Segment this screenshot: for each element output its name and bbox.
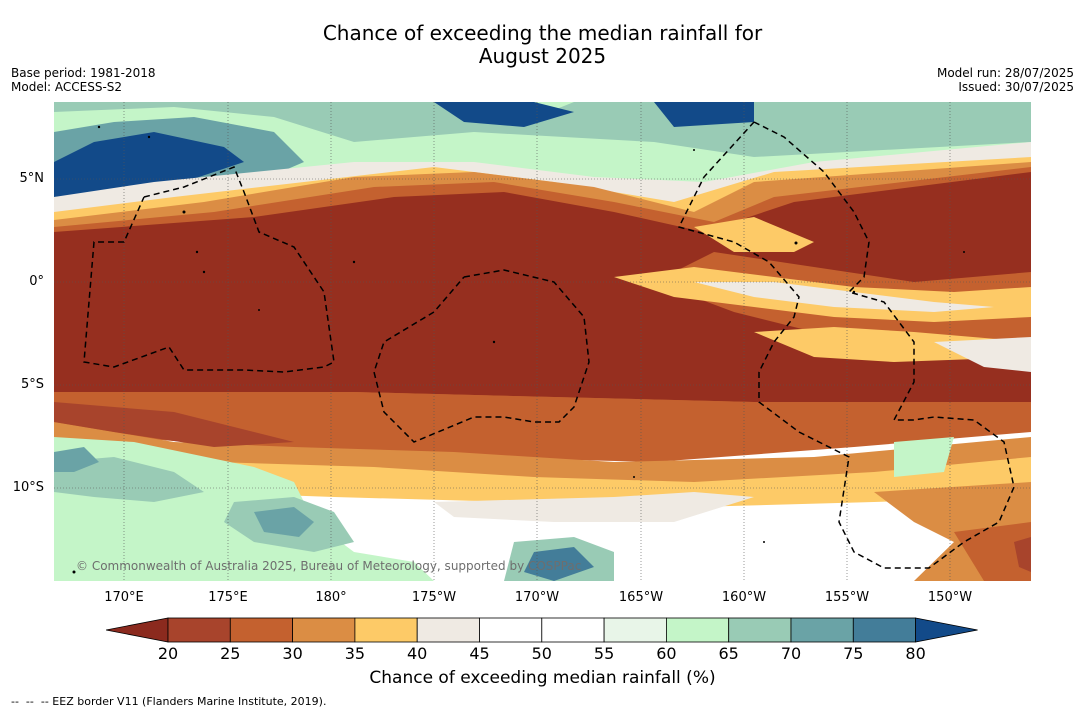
colorbar-tick-label: 40 bbox=[407, 644, 428, 663]
issued-date: Issued: 30/07/2025 bbox=[958, 80, 1074, 94]
east-yellow-patch bbox=[694, 217, 814, 252]
colorbar-segment bbox=[479, 617, 543, 643]
colorbar-segment bbox=[541, 617, 605, 643]
colorbar-tick-label: 45 bbox=[469, 644, 490, 663]
colorbar-segment bbox=[354, 617, 418, 643]
islands bbox=[72, 125, 965, 574]
equator-neutral-streak bbox=[694, 282, 994, 312]
colorbar-tick-label: 65 bbox=[718, 644, 739, 663]
north-blue-patch bbox=[434, 102, 574, 127]
north-west-blue bbox=[54, 132, 244, 197]
model-name: Model: ACCESS-S2 bbox=[11, 80, 123, 94]
lon-label-180: 180° bbox=[315, 590, 347, 605]
title-line-1: Chance of exceeding the median rainfall … bbox=[322, 21, 763, 45]
colorbar-tick-label: 60 bbox=[656, 644, 677, 663]
lat-label-0: 0° bbox=[29, 274, 44, 289]
colorbar-tick-label: 75 bbox=[843, 644, 864, 663]
colorbar-tick-label: 35 bbox=[344, 644, 366, 663]
eez-kiribati-line bbox=[677, 121, 1015, 569]
base-period: Base period: 1981-2018 bbox=[11, 66, 156, 80]
colorbar-segment bbox=[852, 617, 916, 643]
colorbar-segment bbox=[229, 617, 294, 643]
colorbar-label: Chance of exceeding median rainfall (%) bbox=[369, 668, 716, 688]
colorbar-tick-label: 55 bbox=[593, 644, 615, 663]
south-orange-mid bbox=[54, 422, 1031, 492]
colorbar-tick-label: 20 bbox=[157, 644, 179, 663]
eez-kiribati-phoenix bbox=[373, 269, 590, 443]
lon-label-170e: 170°E bbox=[104, 590, 144, 605]
rainfall-map-svg bbox=[54, 102, 1031, 581]
southeast-red bbox=[1014, 537, 1031, 572]
colorbar-segment bbox=[603, 617, 667, 643]
colorbar-segment bbox=[666, 617, 730, 643]
colorbar-segment bbox=[167, 617, 231, 643]
colorbar-extend-low bbox=[105, 617, 169, 643]
lat-label-5s: 5°S bbox=[20, 377, 44, 392]
colorbar-segment bbox=[790, 617, 854, 643]
south-neutral-band bbox=[434, 492, 754, 522]
lon-label-175w: 175°W bbox=[411, 590, 457, 605]
colorbar bbox=[105, 616, 978, 648]
title-line-2: August 2025 bbox=[478, 44, 607, 68]
eez-kiribati-gilbert bbox=[83, 166, 335, 373]
south-teal-patch-dark bbox=[254, 507, 314, 537]
colorbar-tick-label: 80 bbox=[905, 644, 926, 663]
south-central-blue bbox=[524, 547, 594, 581]
colorbar-extend-high bbox=[915, 617, 978, 643]
map-title: Chance of exceeding the median rainfall … bbox=[0, 22, 1085, 68]
colorbar-svg bbox=[105, 617, 978, 643]
lat-label-5n: 5°N bbox=[19, 171, 45, 186]
southeast-green-patch bbox=[894, 437, 954, 477]
lon-label-170w: 170°W bbox=[514, 590, 560, 605]
colorbar-tick-label: 50 bbox=[531, 644, 552, 663]
graticule bbox=[54, 102, 1031, 581]
south-west-red bbox=[54, 402, 294, 447]
lon-label-165w: 165°W bbox=[618, 590, 664, 605]
eez-borders bbox=[83, 121, 1015, 569]
lat-label-10s: 10°S bbox=[12, 480, 44, 495]
base-info: Base period: 1981-2018 Model: ACCESS-S2 bbox=[11, 66, 156, 94]
north-blue-patch-2 bbox=[654, 102, 754, 127]
south-west-teal bbox=[54, 457, 204, 502]
copyright-notice: © Commonwealth of Australia 2025, Bureau… bbox=[76, 559, 582, 573]
colorbar-segment bbox=[292, 617, 356, 643]
colorbar-tick-label: 70 bbox=[780, 644, 802, 663]
south-west-teal-dark bbox=[54, 447, 99, 472]
colorbar-segment bbox=[416, 617, 480, 643]
run-info: Model run: 28/07/2025 Issued: 30/07/2025 bbox=[937, 66, 1074, 94]
lon-label-155w: 155°W bbox=[824, 590, 870, 605]
southeast-neutral-patch bbox=[934, 337, 1031, 372]
colorbar-tick-label: 25 bbox=[220, 644, 241, 663]
rainfall-map bbox=[54, 102, 1031, 581]
south-orange-dark bbox=[54, 392, 1031, 462]
colorbar-segment bbox=[728, 617, 792, 643]
eez-footnote: -- -- -- EEZ border V11 (Flanders Marine… bbox=[11, 695, 327, 708]
lon-label-160w: 160°W bbox=[721, 590, 767, 605]
colorbar-tick-label: 30 bbox=[282, 644, 303, 663]
southeast-orange-dark bbox=[954, 522, 1031, 581]
lon-label-175e: 175°E bbox=[208, 590, 248, 605]
north-teal-band bbox=[54, 102, 1031, 157]
lon-label-150w: 150°W bbox=[927, 590, 973, 605]
model-run: Model run: 28/07/2025 bbox=[936, 66, 1074, 80]
